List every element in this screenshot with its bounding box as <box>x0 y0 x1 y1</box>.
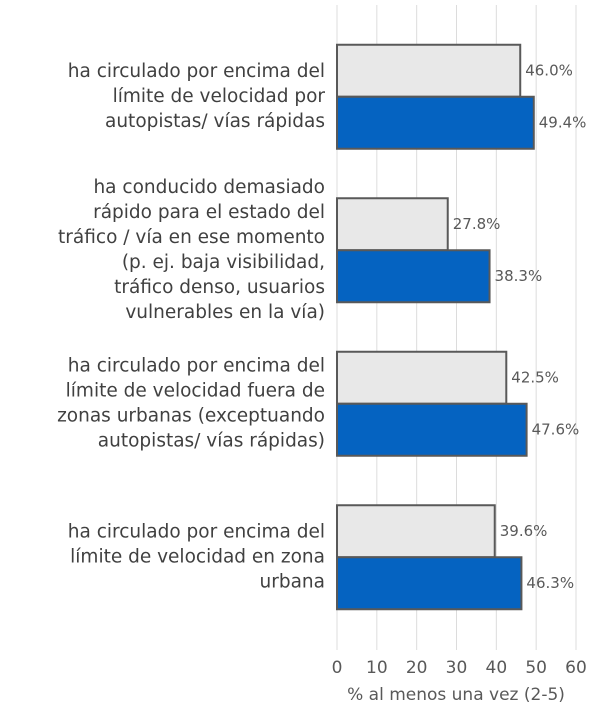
x-tick-label: 0 <box>332 658 343 678</box>
value-label: 38.3% <box>495 267 543 285</box>
bar <box>336 43 522 98</box>
category-label: (p. ej. baja visibilidad, <box>122 252 325 273</box>
category-label: rápido para el estado del <box>93 202 325 223</box>
x-tick-label: 20 <box>406 658 428 678</box>
category-label: ha circulado por encima del <box>68 521 325 542</box>
category-label: autopistas/ vías rápidas <box>105 111 325 132</box>
category-label: ha conducido demasiado <box>93 177 325 198</box>
bar <box>336 95 535 150</box>
category-label: límite de velocidad en zona <box>70 546 325 567</box>
category-label: zonas urbanas (exceptuando <box>57 405 325 426</box>
category-label: autopistas/ vías rápidas) <box>98 430 325 451</box>
category-label: límite de velocidad fuera de <box>66 380 325 401</box>
value-label: 46.0% <box>525 61 573 79</box>
value-label: 47.6% <box>532 420 580 438</box>
bar <box>336 249 491 304</box>
category-label: ha circulado por encima del <box>68 61 325 82</box>
x-tick-label: 30 <box>446 658 468 678</box>
x-tick-label: 50 <box>525 658 547 678</box>
category-label: urbana <box>260 571 325 592</box>
bar <box>336 350 508 405</box>
value-label: 46.3% <box>526 574 574 592</box>
bar <box>336 402 528 457</box>
category-label: tráfico denso, usuarios <box>114 277 325 298</box>
bar <box>336 556 523 611</box>
bar <box>336 504 496 559</box>
value-label: 49.4% <box>539 113 587 131</box>
category-label: límite de velocidad por <box>113 86 326 107</box>
category-label: ha circulado por encima del <box>68 355 325 376</box>
value-label: 39.6% <box>500 522 548 540</box>
value-label: 42.5% <box>511 368 559 386</box>
category-label: tráfico / vía en ese momento <box>58 227 325 248</box>
x-tick-label: 40 <box>486 658 508 678</box>
x-tick-label: 10 <box>366 658 388 678</box>
value-label: 27.8% <box>453 215 501 233</box>
category-label: vulnerables en la vía) <box>125 302 325 323</box>
bar <box>336 197 449 252</box>
x-axis-label: % al menos una vez (2-5) <box>347 685 565 705</box>
x-tick-label: 60 <box>565 658 587 678</box>
